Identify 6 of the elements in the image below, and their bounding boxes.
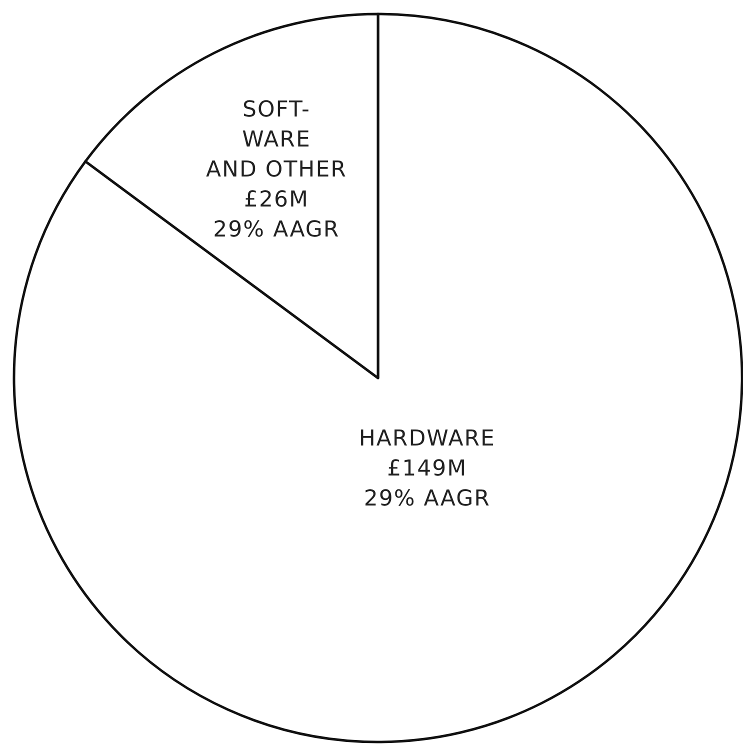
- text: 29% AAGR: [364, 486, 490, 512]
- data-label: £149M: [387, 456, 468, 482]
- text: 29% AAGR: [213, 217, 340, 242]
- data-label: £26M: [244, 187, 309, 212]
- slice-label: HARDWARE: [358, 426, 496, 452]
- slice-label: SOFT- WARE AND OTHER: [206, 97, 347, 182]
